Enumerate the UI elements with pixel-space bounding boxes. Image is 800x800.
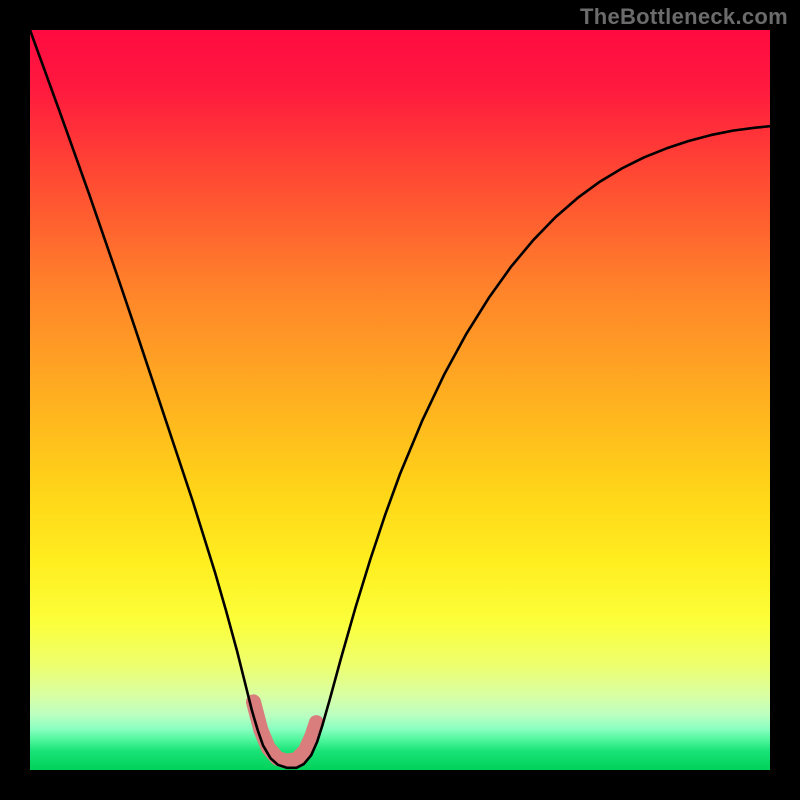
bottleneck-chart: [0, 0, 800, 800]
watermark-text: TheBottleneck.com: [580, 4, 788, 30]
plot-background: [30, 30, 770, 770]
canvas: TheBottleneck.com: [0, 0, 800, 800]
